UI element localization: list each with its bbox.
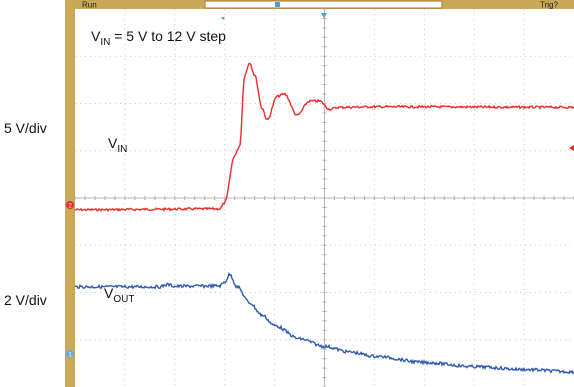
time-reference-marker — [321, 13, 327, 18]
ch2-ground-marker: 2 — [66, 201, 74, 210]
title-subscript: IN — [100, 37, 110, 48]
ch1-ground-marker: 1 — [66, 350, 74, 359]
vout-scale-label: 2 V/div — [4, 292, 47, 308]
title-rest: = 5 V to 12 V step — [110, 28, 226, 44]
vin-label-sub: IN — [117, 144, 127, 155]
vin-scale-label: 5 V/div — [4, 120, 47, 136]
trigger-position-marker — [221, 17, 225, 20]
record-overview-bar — [204, 0, 443, 9]
run-status-label: Run — [82, 1, 97, 10]
vout-label-main: V — [104, 285, 114, 301]
vout-trace — [74, 272, 574, 375]
graticule — [74, 8, 574, 387]
chart-title: VIN = 5 V to 12 V step — [91, 28, 226, 48]
vin-trace — [74, 62, 574, 213]
title-prefix: V — [91, 28, 101, 44]
left-bezel — [65, 9, 75, 387]
trigger-level-marker — [569, 145, 574, 151]
vout-series-label: VOUT — [104, 285, 134, 305]
vin-series-label: VIN — [108, 135, 127, 155]
overview-window-marker — [275, 2, 280, 7]
ch2-marker-label: 2 — [68, 203, 72, 210]
vin-label-main: V — [108, 135, 118, 151]
vout-label-sub: OUT — [113, 294, 134, 305]
trigger-status-label: Trig? — [540, 1, 558, 10]
ch1-marker-label: 1 — [68, 352, 72, 359]
